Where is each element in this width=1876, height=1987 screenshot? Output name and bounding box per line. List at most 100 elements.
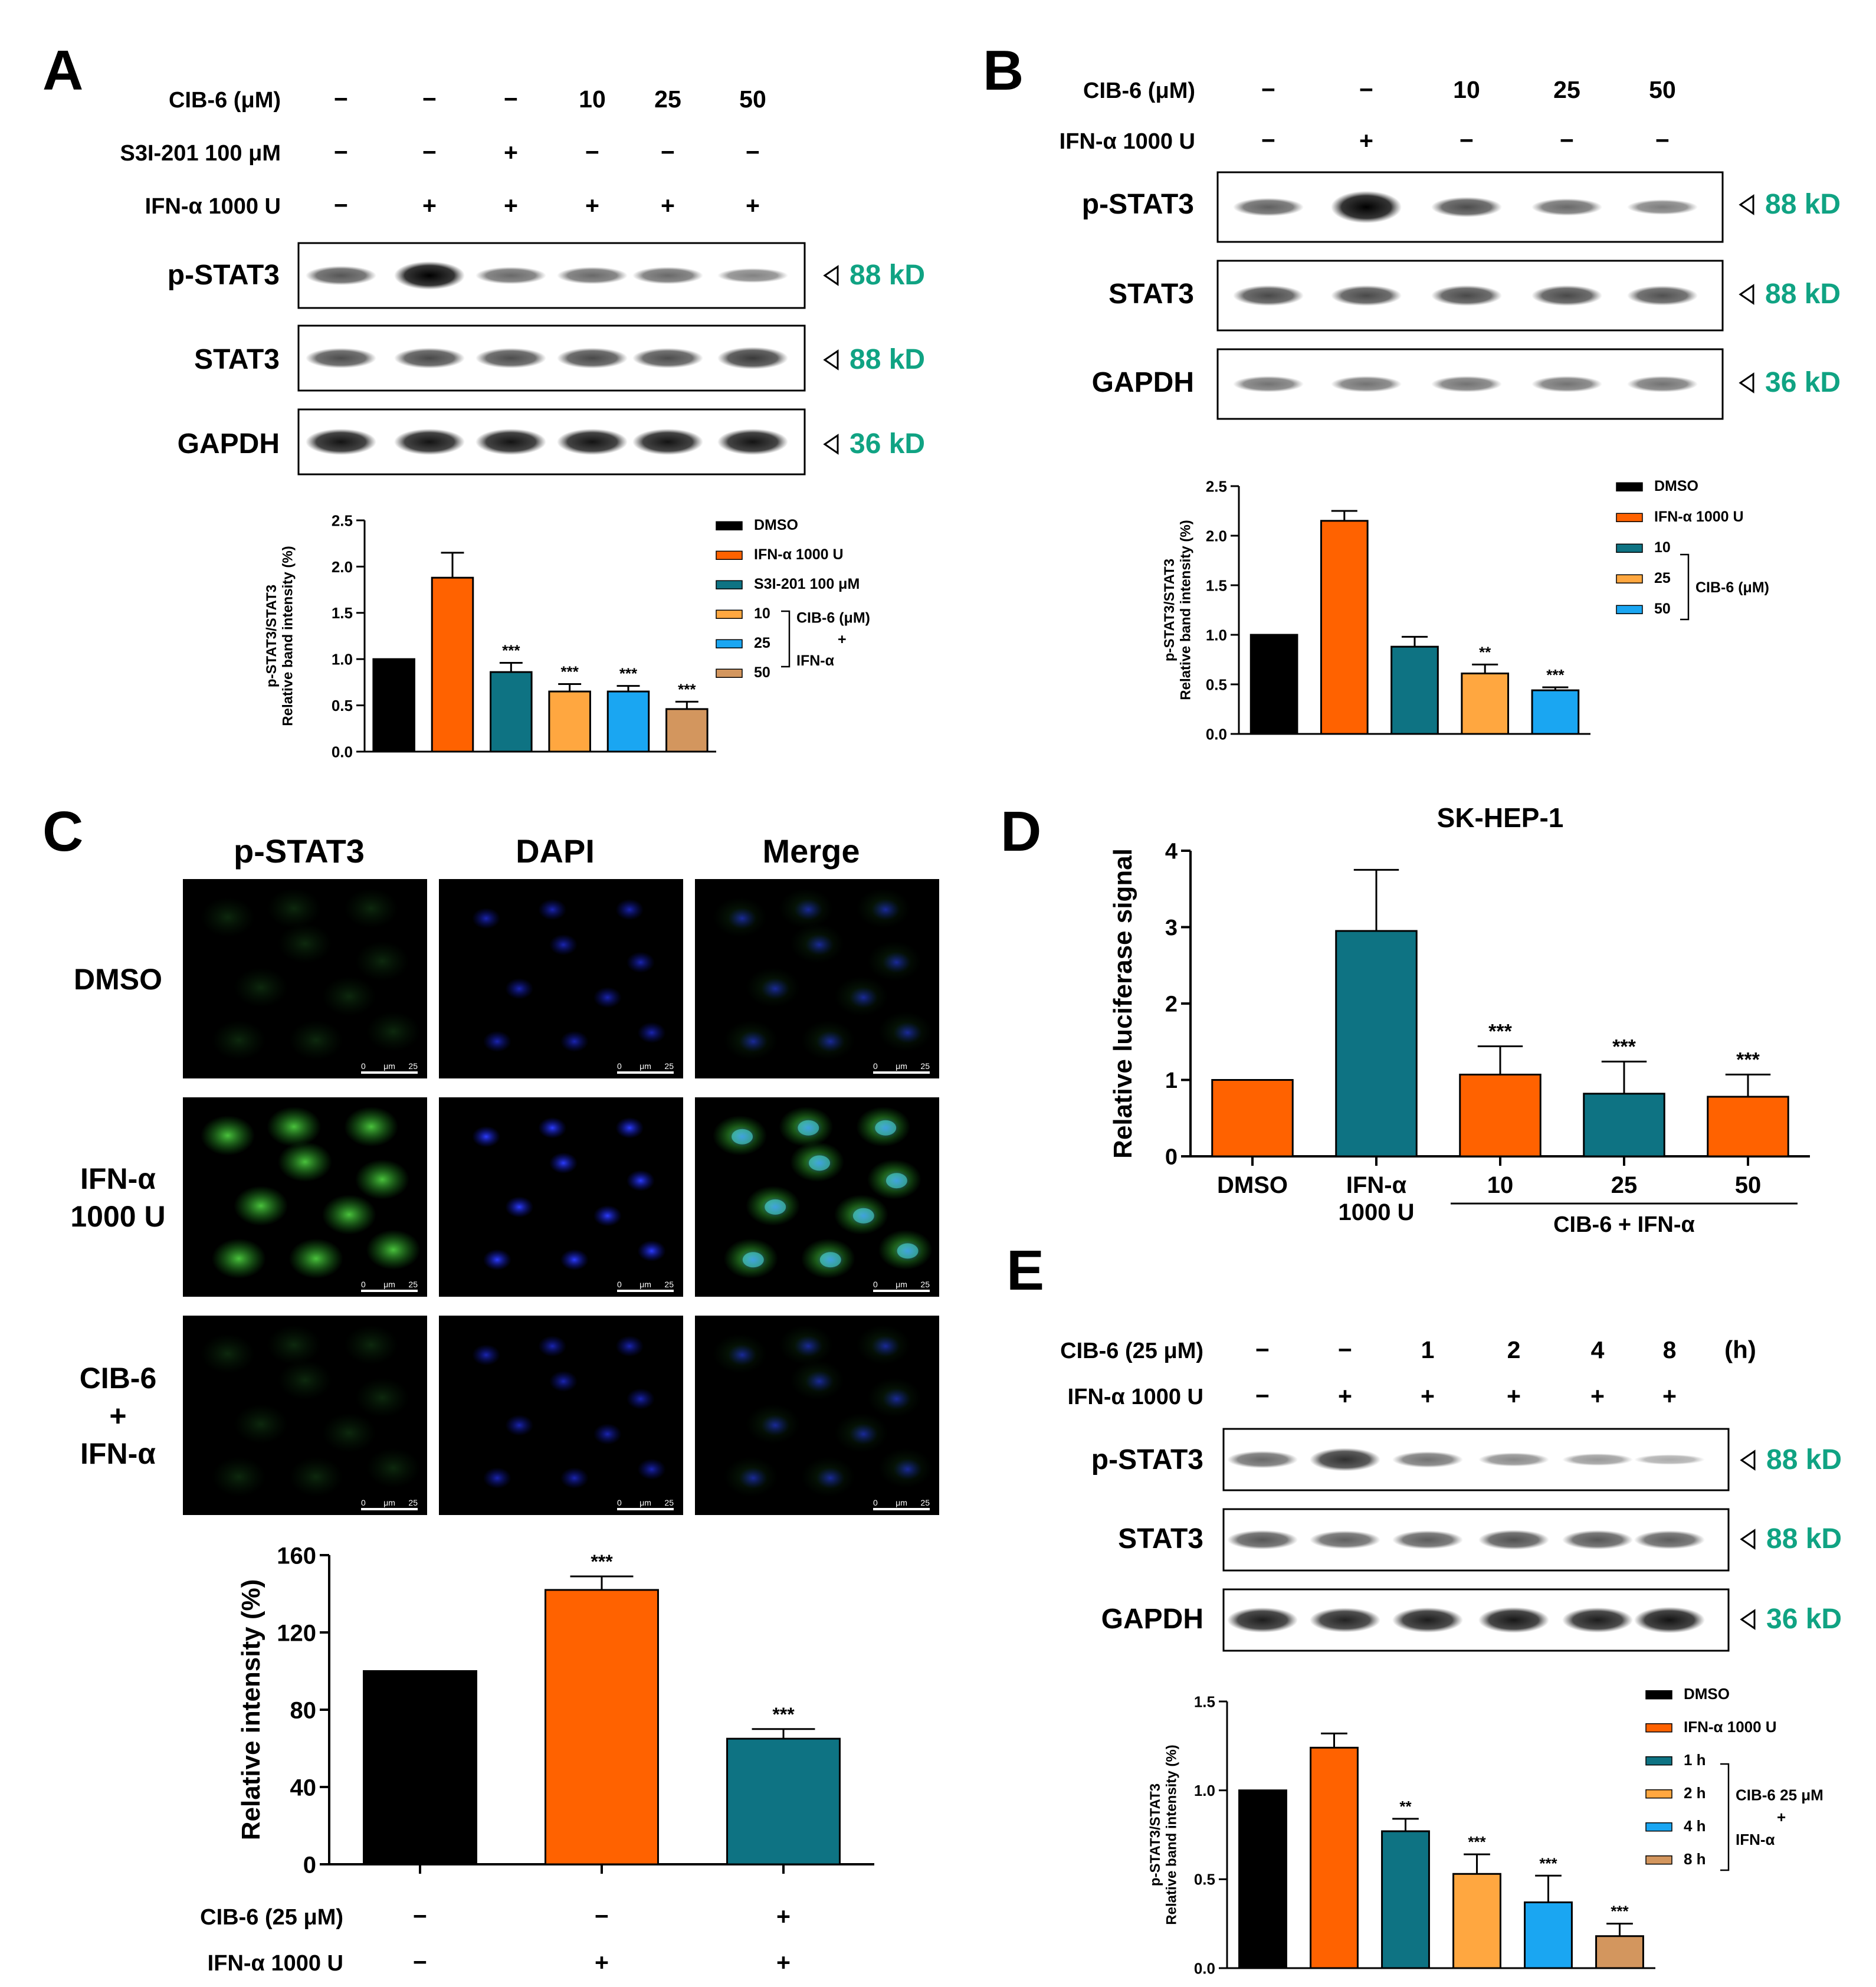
panel-e-bar bbox=[1381, 1830, 1430, 1969]
panel-c-bar bbox=[545, 1589, 659, 1865]
panel-e-legend-swatch bbox=[1645, 1822, 1672, 1832]
panel-b-legend-label: 10 bbox=[1654, 539, 1671, 556]
panel-e-arrow-icon bbox=[1740, 1529, 1756, 1550]
panel-b-band bbox=[1531, 198, 1602, 216]
panel-c-row-label: DMSO bbox=[74, 963, 162, 996]
panel-c-nucleus bbox=[805, 934, 834, 956]
panel-a-cond-value: + bbox=[504, 139, 518, 166]
panel-a-cond-value: 50 bbox=[739, 86, 766, 113]
panel-c-nucleus bbox=[893, 1022, 922, 1044]
panel-e-unit-label: (h) bbox=[1724, 1336, 1756, 1363]
panel-e-significance: *** bbox=[1539, 1854, 1557, 1872]
panel-c-cell bbox=[288, 1457, 343, 1497]
panel-b-y-tick-label: 0.5 bbox=[1206, 676, 1227, 693]
panel-e-band bbox=[1634, 1606, 1705, 1634]
panel-c-scalebar-label: μm bbox=[383, 1061, 395, 1071]
panel-b-band bbox=[1627, 286, 1698, 306]
panel-d-significance: *** bbox=[1612, 1035, 1636, 1058]
panel-e-legend-swatch bbox=[1645, 1789, 1672, 1799]
panel-b-cond-value: − bbox=[1460, 127, 1474, 154]
panel-a-stat3-label: STAT3 bbox=[194, 344, 280, 375]
panel-c-scalebar-label: 25 bbox=[408, 1498, 418, 1507]
panel-c-scalebar-label: 0 bbox=[361, 1061, 366, 1071]
panel-a-cond-value: − bbox=[334, 192, 348, 219]
panel-c-scalebar bbox=[873, 1290, 930, 1292]
panel-b-band bbox=[1331, 191, 1402, 224]
panel-a-band bbox=[475, 267, 546, 284]
panel-b-cond-value: − bbox=[1560, 127, 1574, 154]
panel-e-band bbox=[1310, 1530, 1380, 1549]
panel-a-band bbox=[394, 261, 465, 290]
panel-c-row-label: + bbox=[109, 1399, 126, 1432]
panel-c-nucleus bbox=[739, 1031, 768, 1052]
panel-c-cell bbox=[344, 888, 399, 929]
panel-c-scalebar-label: μm bbox=[639, 1061, 651, 1071]
panel-a-cond-value: − bbox=[422, 139, 437, 166]
panel-c-micrograph: 0 μm 25 bbox=[695, 879, 939, 1078]
panel-c-nucleus bbox=[626, 1170, 655, 1192]
panel-c-significance: *** bbox=[772, 1704, 795, 1725]
panel-b-kd-label: 88 kD bbox=[1765, 189, 1841, 220]
panel-a-band bbox=[632, 428, 703, 455]
panel-e-legend-bracket bbox=[1720, 1763, 1730, 1871]
panel-a-cond-value: + bbox=[661, 192, 675, 219]
panel-a-y-tick-label: 0.0 bbox=[332, 743, 353, 760]
panel-c-scalebar-label: 0 bbox=[617, 1061, 622, 1071]
panel-a-band bbox=[306, 428, 376, 455]
panel-a-cond-value: 25 bbox=[654, 86, 681, 113]
panel-a-kd-label: 88 kD bbox=[850, 344, 925, 375]
panel-c-scalebar-label: μm bbox=[896, 1061, 907, 1071]
panel-e-band bbox=[1392, 1530, 1463, 1549]
panel-a-significance: *** bbox=[502, 641, 520, 659]
panel-c-nucleus bbox=[637, 1458, 666, 1480]
panel-a-significance: *** bbox=[560, 663, 579, 681]
panel-a-letter: A bbox=[42, 39, 83, 102]
panel-c-nucleus bbox=[816, 1467, 845, 1489]
panel-c-cell bbox=[201, 897, 255, 937]
panel-c-nucleus bbox=[560, 1249, 589, 1271]
panel-c-micrograph: 0 μm 25 bbox=[183, 1097, 427, 1297]
panel-b-legend-swatch bbox=[1616, 482, 1643, 491]
panel-c-scalebar bbox=[873, 1071, 930, 1074]
panel-c-scalebar-label: 25 bbox=[664, 1061, 674, 1071]
panel-c-nucleus bbox=[538, 1117, 567, 1139]
panel-e-legend-swatch bbox=[1645, 1690, 1672, 1700]
panel-e-legend-label: DMSO bbox=[1684, 1685, 1730, 1703]
panel-a-legend-swatch bbox=[716, 550, 743, 560]
panel-c-cell bbox=[278, 923, 332, 964]
panel-b-bar bbox=[1531, 689, 1580, 735]
panel-d-x-tick-label: 25 bbox=[1611, 1172, 1638, 1198]
panel-c-nucleus bbox=[761, 978, 790, 999]
panel-b-letter: B bbox=[983, 39, 1024, 102]
panel-a-cond-value: − bbox=[504, 86, 518, 113]
panel-e-legend-swatch bbox=[1645, 1855, 1672, 1865]
panel-a-legend-label: S3I-201 100 μM bbox=[754, 576, 860, 592]
panel-a-legend-swatch bbox=[716, 609, 743, 619]
panel-e-cond-value: 1 bbox=[1421, 1336, 1435, 1363]
panel-c-cell bbox=[211, 1020, 266, 1061]
panel-e-y-tick-label: 1.0 bbox=[1194, 1782, 1215, 1799]
panel-c-scalebar-label: μm bbox=[896, 1280, 907, 1289]
panel-c-nucleus bbox=[472, 1344, 501, 1366]
panel-e-cond-label: IFN-α 1000 U bbox=[1068, 1385, 1203, 1409]
panel-b-legend-label: IFN-α 1000 U bbox=[1654, 509, 1744, 525]
panel-c-merge-overlap bbox=[732, 1129, 753, 1145]
panel-c-nucleus bbox=[761, 1414, 790, 1436]
panel-a-band bbox=[557, 267, 628, 284]
panel-c-bar-chart: 0 40 80 120 160 *** *** Relative intensity (%) bbox=[237, 1543, 874, 1878]
panel-c-nucleus bbox=[615, 899, 644, 920]
panel-a-cond-value: + bbox=[422, 192, 437, 219]
panel-e-letter: E bbox=[1006, 1239, 1044, 1302]
panel-c-scalebar-label: 25 bbox=[920, 1061, 930, 1071]
panel-a-legend-label: 50 bbox=[754, 664, 770, 681]
panel-c-scalebar-label: 25 bbox=[664, 1498, 674, 1507]
panel-b-band bbox=[1431, 285, 1502, 306]
panel-c-cell bbox=[201, 1115, 255, 1156]
panel-a-cond-value: 10 bbox=[579, 86, 606, 113]
panel-c-nucleus bbox=[505, 1196, 534, 1218]
panel-e-cond-value: − bbox=[1255, 1336, 1270, 1363]
panel-a-pstat3-blot bbox=[297, 242, 806, 309]
panel-e-stat3-label: STAT3 bbox=[1118, 1523, 1203, 1555]
panel-c-scalebar bbox=[617, 1290, 674, 1292]
panel-c-cell bbox=[234, 967, 288, 1008]
